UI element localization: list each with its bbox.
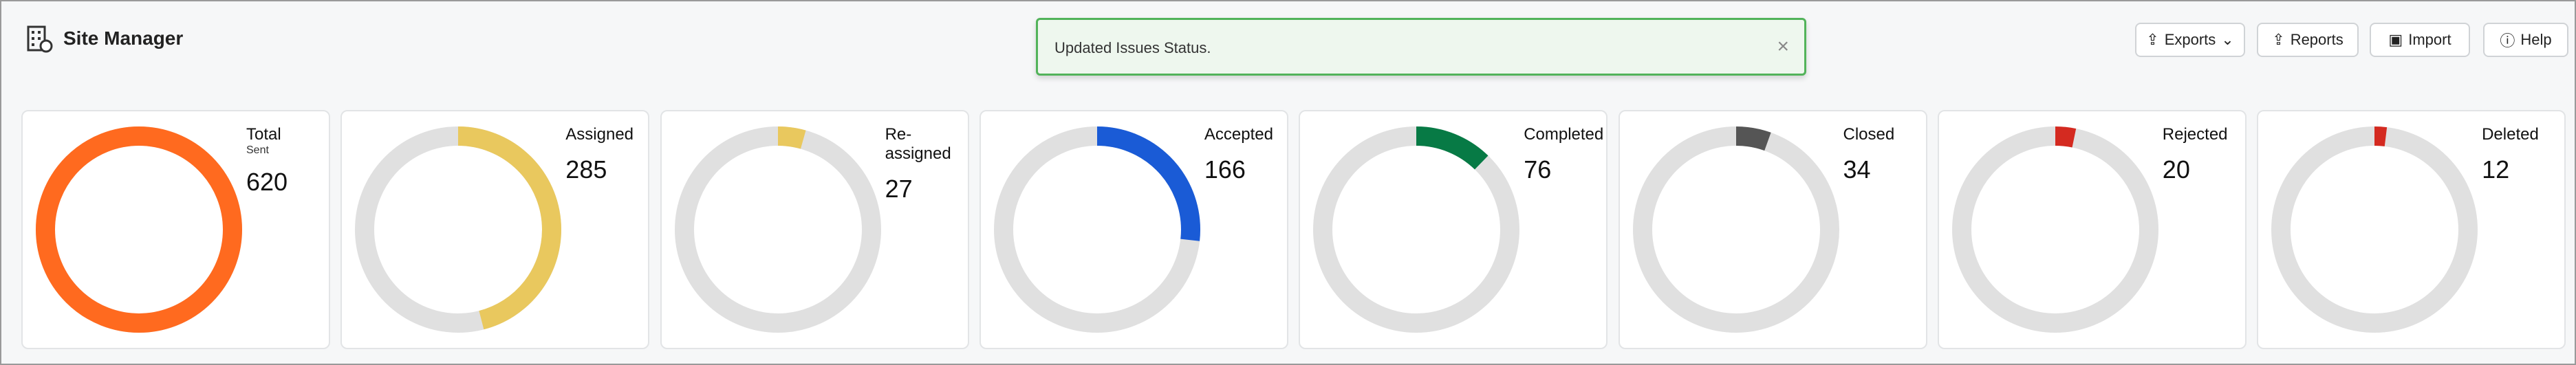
stat-card: Assigned 285 [340, 110, 650, 349]
donut-track [1632, 126, 1839, 333]
donut-track [1313, 126, 1520, 333]
donut-chart [1313, 126, 1520, 333]
page-title: Site Manager [63, 27, 184, 49]
site-icon [27, 25, 53, 53]
donut-track [674, 126, 881, 333]
card-label-text: Deleted [2482, 125, 2539, 144]
card-label-text: Re-assigned [885, 125, 951, 163]
donut-arc [674, 126, 881, 333]
donut-chart [2271, 126, 2478, 333]
donut-arc [993, 126, 1200, 333]
card-label: Deleted [2482, 125, 2557, 144]
card-label: Total Sent [246, 125, 322, 157]
toast: Updated Issues Status. × [1036, 18, 1806, 76]
donut-arc [1632, 126, 1839, 333]
card-label: Closed [1843, 125, 1919, 144]
stat-card: Accepted 166 [979, 110, 1288, 349]
donut-arc [1951, 126, 2158, 333]
card-value: 12 [2482, 155, 2510, 184]
stat-card: Completed 76 [1299, 110, 1608, 349]
donut-arc [1313, 126, 1520, 333]
card-value: 76 [1524, 155, 1552, 184]
stat-card: Deleted 12 [2257, 110, 2566, 349]
card-value: 20 [2162, 155, 2190, 184]
exports-button[interactable]: ⇪ Exports ⌄ [2135, 23, 2245, 57]
card-label: Re-assigned [885, 125, 961, 164]
card-label-text: Total [246, 125, 281, 144]
donut-chart [36, 126, 242, 333]
card-sublabel: Sent [246, 144, 269, 156]
donut-track [1951, 126, 2158, 333]
card-label-text: Accepted [1204, 125, 1273, 144]
stat-card: Closed 34 [1618, 110, 1927, 349]
toast-close[interactable]: × [1777, 35, 1789, 58]
card-label: Accepted [1204, 125, 1280, 144]
donut-chart [1632, 126, 1839, 333]
donut-chart [355, 126, 562, 333]
card-value: 620 [246, 168, 288, 196]
donut-arc [2271, 126, 2478, 333]
reports-button[interactable]: ⇪ Reports [2257, 23, 2359, 57]
donut-arc [36, 126, 242, 333]
card-label: Rejected [2163, 125, 2238, 144]
button-label: Reports [2290, 31, 2344, 48]
donut-chart [1951, 126, 2158, 333]
card-label-text: Closed [1843, 125, 1895, 144]
stat-card: Rejected 20 [1937, 110, 2247, 349]
donut-chart [674, 126, 881, 333]
card-label: Assigned [565, 125, 641, 144]
help-button[interactable]: ⓘ Help [2483, 23, 2568, 57]
card-value: 166 [1204, 155, 1246, 184]
donut-track [2271, 126, 2478, 333]
card-label-text: Assigned [565, 125, 634, 144]
card-label-text: Completed [1524, 125, 1604, 144]
donut-arc [355, 126, 562, 333]
button-label: Help [2520, 31, 2552, 48]
donut-chart [993, 126, 1200, 333]
toast-message: Updated Issues Status. [1054, 39, 1211, 56]
card-value: 27 [885, 175, 913, 203]
import-button[interactable]: ▣ Import [2370, 23, 2470, 57]
card-label-text: Rejected [2162, 125, 2228, 144]
card-value: 285 [565, 155, 607, 184]
button-label: Exports [2164, 31, 2216, 48]
card-label: Completed [1524, 125, 1604, 144]
stat-card: Total Sent 620 [21, 110, 330, 349]
card-value: 34 [1843, 155, 1871, 184]
button-label: Import [2408, 31, 2451, 48]
stat-card: Re-assigned 27 [660, 110, 969, 349]
